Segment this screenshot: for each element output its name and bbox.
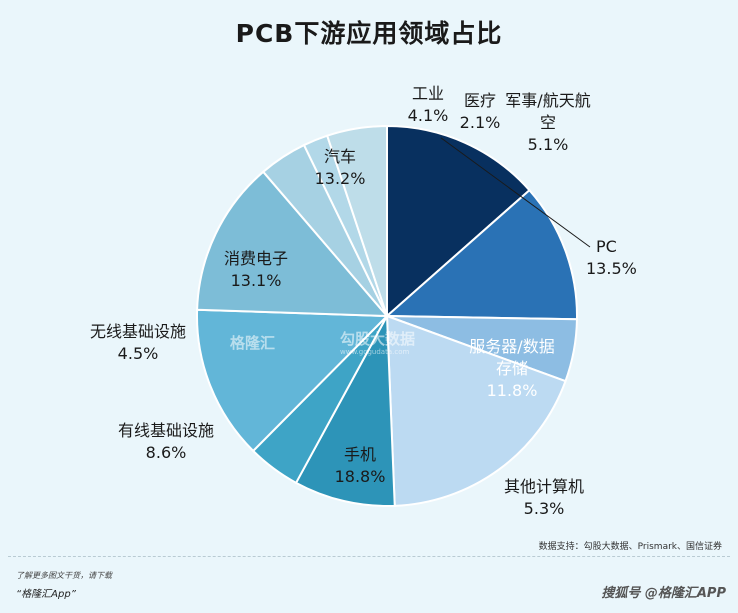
source-note: 数据支持：勾股大数据、Prismark、国信证券 [538,542,722,552]
slice-label-line: 汽车 [324,147,356,166]
slice-value: 4.5% [118,344,159,363]
slice-value: 13.2% [315,169,366,188]
slice-label: 医疗 2.1% [460,91,501,132]
slice-label-line: 其他计算机 [504,477,584,496]
slice-value: 18.8% [335,467,386,486]
slice-label: PC 13.5% [586,237,637,278]
watermark: 格隆汇 勾股大数据 www.gogudata.com [230,330,415,356]
pie-slices [196,124,578,507]
label-leader-line [440,137,591,248]
slice-value: 13.5% [586,259,637,278]
pie-slice [384,188,578,321]
pie-slice [325,124,388,317]
footer-tag: 搜狐号 @格隆汇APP [601,586,726,601]
slice-label: 消费电子 13.1% [224,249,288,290]
pie-slice [294,312,396,507]
slice-label: 手机 18.8% [335,445,386,486]
watermark-brand: 格隆汇 [230,334,275,352]
watermark-brand-2: 勾股大数据 [340,330,415,348]
footer-app-name: “格隆汇App” [16,589,76,600]
slice-label-line: 军事/航天航 [505,91,590,110]
pie-slice [385,314,567,507]
slice-label: 工业 4.1% [408,84,449,125]
slice-label-line: PC [596,237,617,256]
slice-label-line: 存储 [496,359,528,378]
pie-slice [196,170,390,318]
watermark-url: www.gogudata.com [340,348,409,356]
footer-download-note: 了解更多图文干货，请下载 [16,571,112,580]
slice-label-line: 手机 [344,445,376,464]
slice-value: 13.1% [231,271,282,290]
slice-value: 5.1% [528,135,569,154]
slice-label-line: 医疗 [464,91,496,110]
slice-value: 4.1% [408,106,449,125]
pie-slice [196,308,390,453]
slice-label-line: 空 [540,113,556,132]
slice-value: 5.3% [524,499,565,518]
slice-label: 军事/航天航空 5.1% [505,91,590,154]
slice-value: 11.8% [487,381,538,400]
slice-label-line: 消费电子 [224,249,288,268]
slice-label-line: 工业 [412,84,444,103]
slice-label: 无线基础设施 4.5% [90,322,186,363]
slice-label: 有线基础设施 8.6% [118,421,214,462]
chart-title: PCB下游应用领域占比 [235,19,503,48]
slice-label-line: 服务器/数据 [469,337,554,356]
slice-value: 8.6% [146,443,187,462]
footer-brand: 搜狐号 @格隆汇APP [601,582,726,601]
slice-label: 服务器/数据存储 11.8% [469,337,554,400]
divider [8,556,730,557]
pie-labels: PC 13.5% 服务器/数据存储 11.8% 其他计算机 5.3% 手机 18.8% 有线基础… [90,84,637,518]
slice-label: 汽车 13.2% [315,147,366,188]
slice-label-line: 无线基础设施 [90,322,186,341]
slice-value: 2.1% [460,113,501,132]
pie-slice [386,124,531,319]
slice-label: 其他计算机 5.3% [504,477,584,518]
slice-label-line: 有线基础设施 [118,421,214,440]
